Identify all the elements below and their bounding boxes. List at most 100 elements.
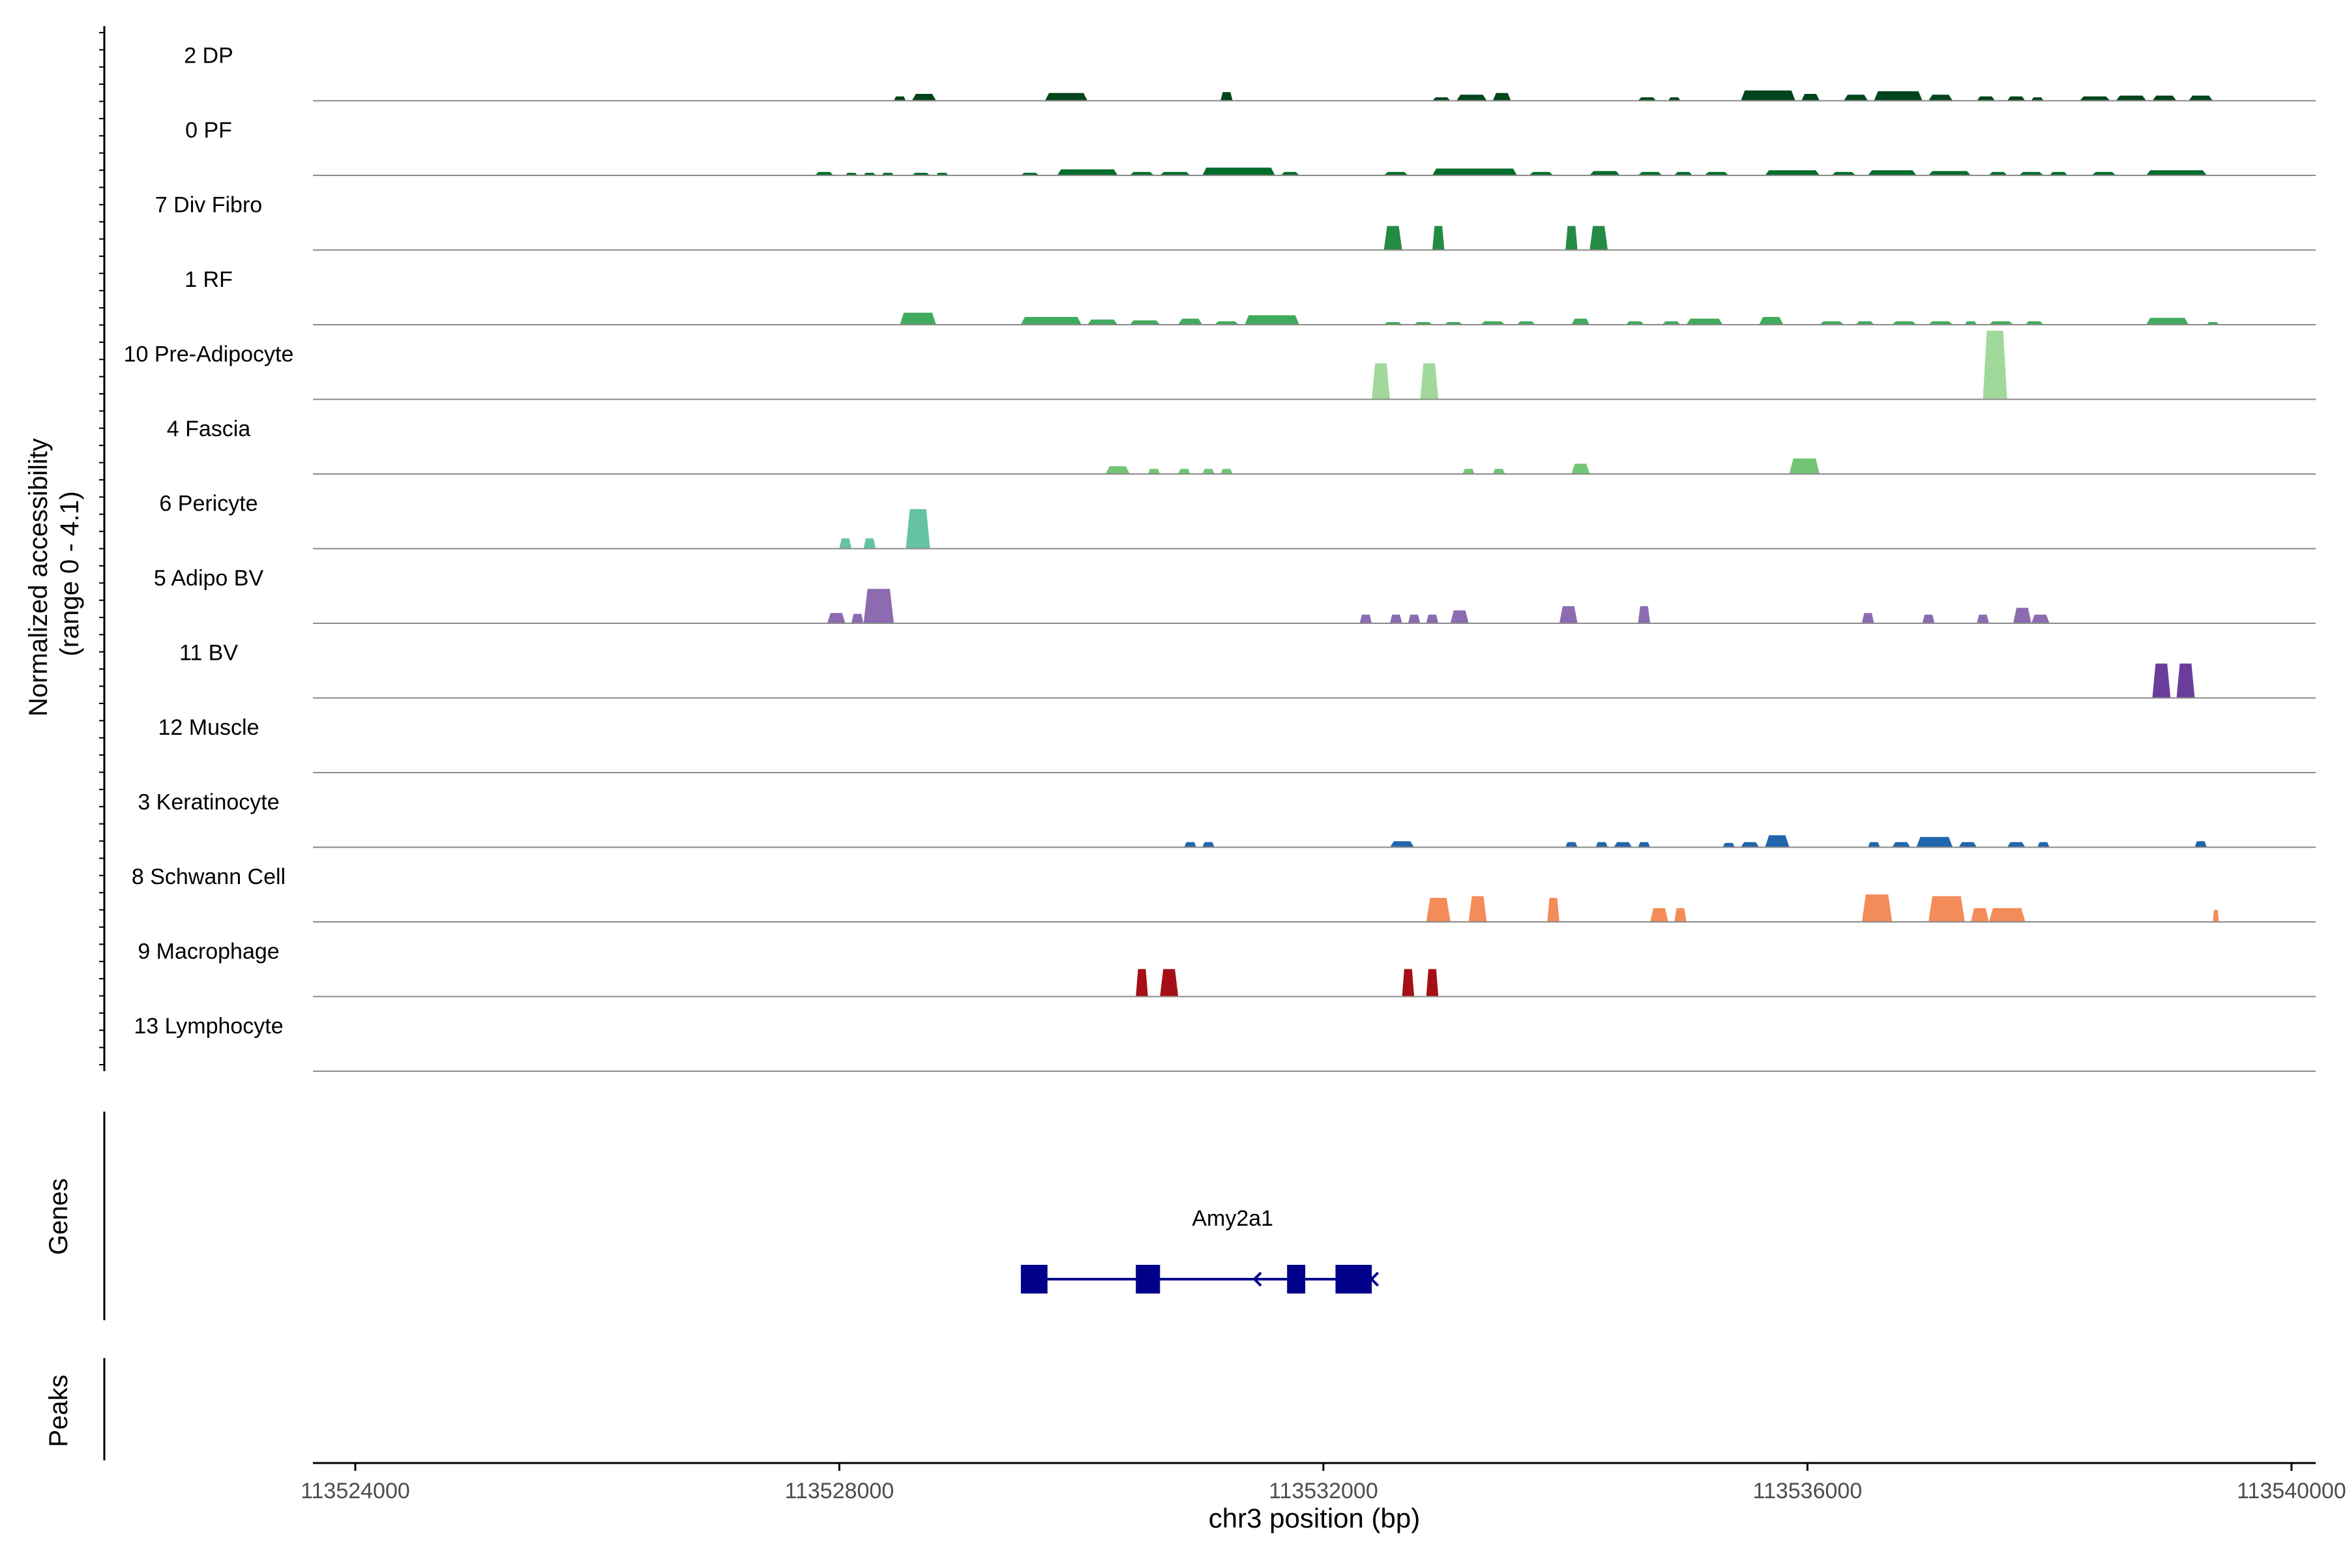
coverage-peak xyxy=(1638,97,1657,101)
coverage-peak xyxy=(1432,168,1517,175)
track-label: 7 Div Fibro xyxy=(155,193,262,218)
coverage-peak xyxy=(2146,170,2207,175)
track-label: 3 Keratinocyte xyxy=(138,790,279,815)
coverage-peak xyxy=(1868,842,1880,848)
coverage-peak xyxy=(1390,614,1402,623)
track-label: 4 Fascia xyxy=(167,417,251,441)
coverage-peak xyxy=(1245,315,1299,325)
coverage-peak xyxy=(2007,842,2026,848)
track-label: 12 Muscle xyxy=(158,715,259,740)
track-12: 8 Schwann Cell xyxy=(132,865,2316,923)
coverage-peak xyxy=(1432,226,1445,250)
coverage-peak xyxy=(1674,908,1687,922)
coverage-peak xyxy=(1922,614,1935,623)
y-axis-label-line2: (range 0 - 4.1) xyxy=(55,491,84,656)
coverage-peak xyxy=(1614,842,1632,848)
coverage-peak xyxy=(2031,614,2050,623)
coverage-peak xyxy=(1928,896,1965,922)
track-13: 9 Macrophage xyxy=(138,939,2316,998)
coverage-peak xyxy=(1874,91,1923,101)
coverage-peak xyxy=(1977,614,1989,623)
coverage-peak xyxy=(1831,171,1856,175)
coverage-peak xyxy=(1704,171,1729,175)
coverage-peak xyxy=(1462,469,1475,474)
coverage-peak xyxy=(1801,94,1820,101)
gene-layer: Amy2a1 xyxy=(1020,1206,1380,1294)
coverage-peak xyxy=(1855,321,1874,325)
gene-exon xyxy=(1136,1265,1160,1294)
coverage-peak xyxy=(827,613,846,623)
coverage-peak xyxy=(863,589,894,623)
coverage-peak xyxy=(1668,97,1681,101)
coverage-peak xyxy=(1765,835,1790,848)
coverage-peak xyxy=(1420,363,1439,400)
strand-arrow xyxy=(1252,1271,1262,1287)
axis-layer: 113524000 113528000 113532000 113536000 1135… xyxy=(99,26,2346,1503)
coverage-peak xyxy=(1516,321,1535,325)
track-14: 13 Lymphocyte xyxy=(134,1014,2316,1072)
coverage-peak xyxy=(1184,842,1196,848)
coverage-peak xyxy=(1741,90,1795,101)
coverage-peak xyxy=(839,538,851,549)
coverage-peak xyxy=(2194,841,2207,848)
coverage-peak xyxy=(1674,171,1693,175)
coverage-peak xyxy=(2031,97,2044,101)
track-6: 4 Fascia xyxy=(167,417,2316,475)
coverage-peak xyxy=(2037,842,2050,848)
gene-exon xyxy=(1020,1265,1048,1294)
genes-panel-label: Genes xyxy=(44,1178,73,1255)
coverage-peak xyxy=(851,614,864,623)
coverage-peak xyxy=(1202,168,1275,175)
coverage-peak xyxy=(1202,469,1215,474)
track-3: 7 Div Fibro xyxy=(155,193,2316,251)
coverage-peak xyxy=(1686,318,1723,325)
gene-exon xyxy=(1287,1265,1306,1294)
track-8: 5 Adipo BV xyxy=(154,566,2316,624)
x-tick-label: 113536000 xyxy=(1753,1479,1863,1503)
coverage-peak xyxy=(1928,95,1953,101)
coverage-peak xyxy=(1547,898,1559,922)
track-label: 10 Pre-Adipocyte xyxy=(124,342,294,367)
coverage-peak xyxy=(815,171,834,175)
coverage-peak xyxy=(1202,842,1215,848)
track-9: 11 BV xyxy=(179,641,2316,699)
x-tick-label: 113540000 xyxy=(2237,1479,2346,1503)
coverage-peak xyxy=(1789,458,1820,474)
track-4: 1 RF xyxy=(185,267,2316,325)
coverage-peak xyxy=(1662,321,1681,325)
coverage-peak xyxy=(1426,969,1439,997)
coverage-peak xyxy=(1492,93,1511,101)
coverage-peak xyxy=(1408,614,1421,623)
coverage-peak xyxy=(1820,321,1844,325)
coverage-peak xyxy=(2013,608,2031,623)
coverage-peak xyxy=(1928,171,1971,175)
coverage-peak xyxy=(1045,93,1087,101)
coverage-peak xyxy=(1129,171,1155,175)
coverage-peak xyxy=(1759,317,1784,325)
coverage-peak xyxy=(2152,95,2177,101)
coverage-peak xyxy=(2091,171,2116,175)
coverage-peak xyxy=(1571,464,1590,474)
coverage-peak xyxy=(2019,171,2044,175)
x-tick-label: 113532000 xyxy=(1269,1479,1378,1503)
peaks-panel-label: Peaks xyxy=(44,1374,73,1447)
coverage-peak xyxy=(1589,171,1620,175)
coverage-peak xyxy=(900,312,936,325)
coverage-peak xyxy=(1105,466,1130,474)
strand-arrow xyxy=(1369,1271,1380,1287)
coverage-peak xyxy=(1983,331,2007,400)
coverage-peak xyxy=(2146,318,2189,325)
coverage-peak xyxy=(2116,95,2147,101)
coverage-peak xyxy=(1220,92,1233,101)
coverage-peak xyxy=(1160,171,1190,175)
track-label: 0 PF xyxy=(185,118,232,143)
coverage-peak xyxy=(1916,836,1953,848)
coverage-peak xyxy=(1958,842,1977,848)
coverage-peak xyxy=(1214,321,1239,325)
y-axis-label: Normalized accessibility (range 0 - 4.1) xyxy=(24,431,84,717)
coverage-peak xyxy=(1977,96,1996,101)
coverage-peak xyxy=(1383,171,1408,175)
track-5: 10 Pre-Adipocyte xyxy=(124,331,2316,400)
